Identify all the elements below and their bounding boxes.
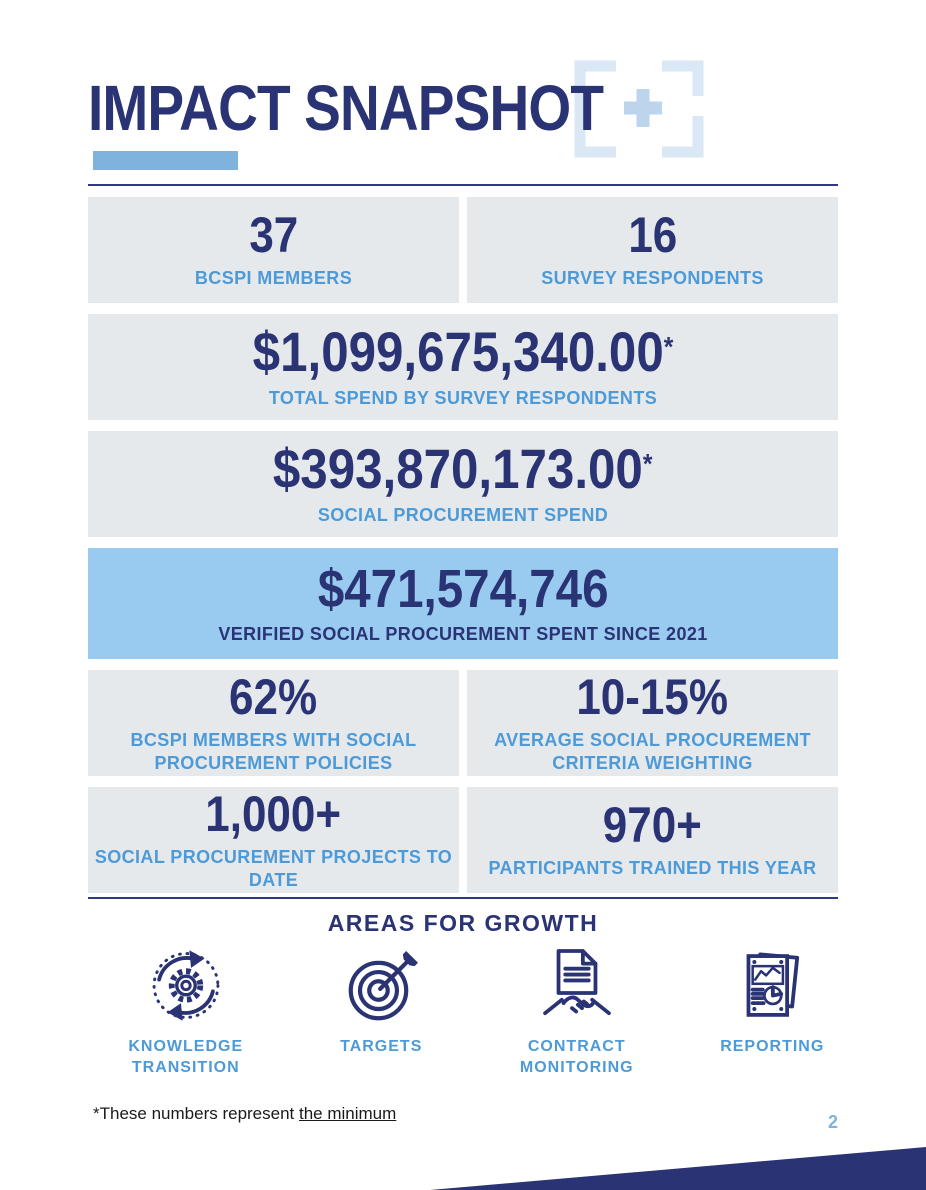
reporting-icon bbox=[746, 952, 800, 1017]
stat-value: $471,574,746 bbox=[317, 558, 609, 619]
stat-card-policies: 62% BCSPI MEMBERS WITH SOCIAL PROCUREMEN… bbox=[88, 670, 459, 776]
stat-card-total-spend: $1,099,675,340.00* TOTAL SPEND BY SURVEY… bbox=[88, 314, 838, 420]
growth-label: CONTRACT MONITORING bbox=[519, 1038, 634, 1076]
growth-label: KNOWLEDGE TRANSITION bbox=[128, 1038, 244, 1076]
stat-label: SOCIAL PROCUREMENT PROJECTS TO DATE bbox=[94, 847, 453, 890]
footnote: *These numbers represent the minimum bbox=[93, 1104, 396, 1124]
stat-value: 62% bbox=[229, 669, 318, 725]
stat-card-projects: 1,000+ SOCIAL PROCUREMENT PROJECTS TO DA… bbox=[88, 787, 459, 893]
stat-label: SURVEY RESPONDENTS bbox=[541, 268, 764, 289]
corner-wedge-decoration bbox=[430, 1147, 926, 1190]
stat-value: 970+ bbox=[602, 797, 703, 854]
growth-item-contract-monitoring: CONTRACT MONITORING bbox=[479, 946, 675, 1079]
stat-label: SOCIAL PROCUREMENT SPEND bbox=[317, 505, 609, 526]
asterisk: * bbox=[643, 447, 653, 479]
stat-card-participants-trained: 970+ PARTICIPANTS TRAINED THIS YEAR bbox=[467, 787, 838, 893]
asterisk: * bbox=[663, 330, 674, 362]
areas-for-growth-heading: AREAS FOR GROWTH bbox=[327, 910, 599, 936]
stat-value: 1,000+ bbox=[205, 786, 342, 842]
stat-card-verified-spend: $471,574,746 VERIFIED SOCIAL PROCUREMENT… bbox=[88, 548, 838, 659]
footnote-text: *These numbers represent bbox=[93, 1104, 299, 1123]
footnote-underlined-text: the minimum bbox=[299, 1104, 397, 1123]
stat-label: TOTAL SPEND BY SURVEY RESPONDENTS bbox=[268, 388, 658, 409]
growth-item-targets: TARGETS bbox=[284, 946, 480, 1079]
growth-label: TARGETS bbox=[340, 1038, 423, 1055]
stat-label: BCSPI MEMBERS WITH SOCIAL PROCUREMENT PO… bbox=[130, 730, 417, 773]
knowledge-transition-icon bbox=[152, 950, 220, 1021]
growth-item-reporting: REPORTING bbox=[675, 946, 871, 1079]
mid-divider bbox=[88, 897, 838, 899]
stat-card-survey-respondents: 16 SURVEY RESPONDENTS bbox=[467, 197, 838, 303]
areas-for-growth-row: KNOWLEDGE TRANSITION TARGETS C bbox=[88, 946, 870, 1079]
stat-label: AVERAGE SOCIAL PROCUREMENT CRITERIA WEIG… bbox=[494, 730, 811, 773]
stat-value: 16 bbox=[628, 207, 677, 264]
page-title: IMPACT SNAPSHOT bbox=[88, 72, 604, 144]
stats-grid: 37 BCSPI MEMBERS 16 SURVEY RESPONDENTS $… bbox=[88, 197, 838, 893]
stat-value: $1,099,675,340.00* bbox=[252, 320, 674, 384]
bracket-plus-icon bbox=[574, 60, 704, 158]
stat-label: BCSPI MEMBERS bbox=[194, 268, 353, 289]
stat-label: PARTICIPANTS TRAINED THIS YEAR bbox=[488, 858, 817, 879]
targets-icon bbox=[348, 951, 419, 1021]
stat-card-bcspi-members: 37 BCSPI MEMBERS bbox=[88, 197, 459, 303]
stat-value: 37 bbox=[249, 207, 298, 264]
growth-item-knowledge-transition: KNOWLEDGE TRANSITION bbox=[88, 946, 284, 1079]
contract-monitoring-icon bbox=[542, 949, 611, 1016]
stat-label: VERIFIED SOCIAL PROCUREMENT SPENT SINCE … bbox=[218, 623, 708, 644]
title-accent-bar bbox=[93, 151, 238, 170]
stat-value: $393,870,173.00* bbox=[273, 437, 653, 501]
page-number: 2 bbox=[828, 1112, 839, 1132]
stat-card-criteria-weighting: 10-15% AVERAGE SOCIAL PROCUREMENT CRITER… bbox=[467, 670, 838, 776]
top-divider bbox=[88, 184, 838, 186]
stat-card-social-procurement-spend: $393,870,173.00* SOCIAL PROCUREMENT SPEN… bbox=[88, 431, 838, 537]
growth-label: REPORTING bbox=[720, 1038, 825, 1055]
stat-value: 10-15% bbox=[576, 669, 729, 725]
